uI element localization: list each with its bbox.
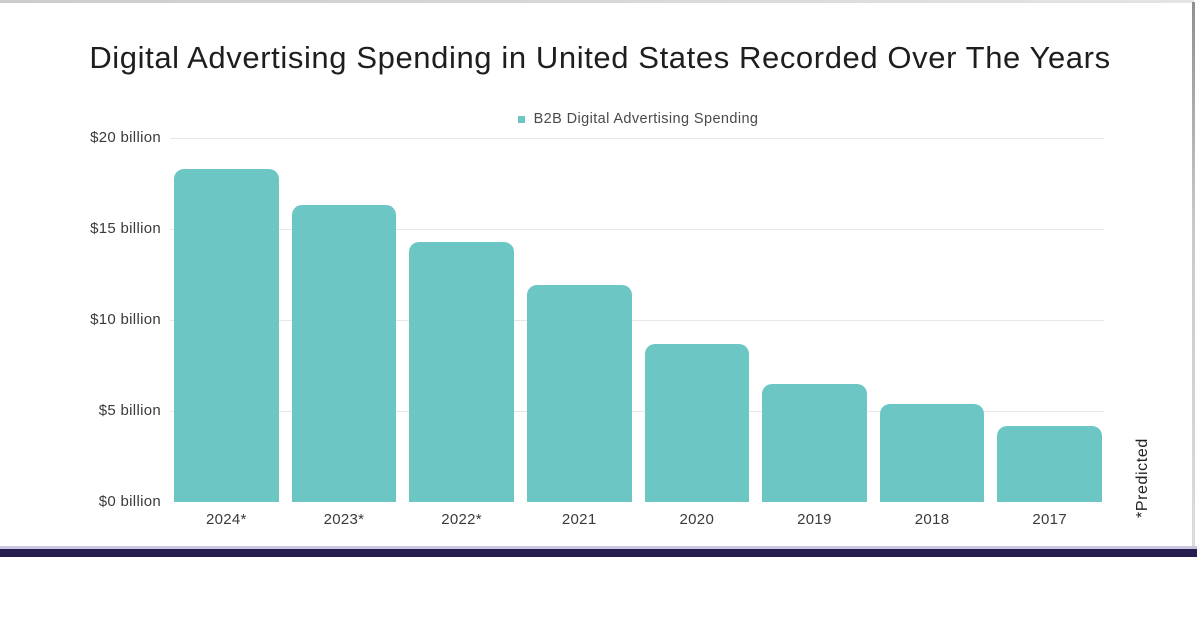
- x-tick-label: 2022*: [441, 511, 482, 528]
- y-axis: $20 billion $15 billion $10 billion $5 bill…: [0, 129, 161, 510]
- bar-column: 2018: [879, 138, 985, 528]
- bar-column: 2017: [997, 138, 1102, 528]
- bar: [762, 383, 867, 502]
- bar: [997, 425, 1102, 502]
- bar: [409, 241, 514, 502]
- bar: [526, 285, 632, 502]
- legend-label: B2B Digital Advertising Spending: [533, 111, 759, 127]
- bar: [174, 168, 279, 502]
- card-right-border: [1192, 2, 1195, 551]
- bar-column: 2020: [644, 138, 750, 528]
- y-tick-label: $20 billion: [90, 129, 161, 147]
- bar-column: 2019: [762, 138, 867, 528]
- bar-column: 2021: [526, 138, 632, 528]
- x-tick-label: 2023*: [323, 511, 365, 528]
- chart-title: Digital Advertising Spending in United S…: [89, 40, 1111, 75]
- y-tick-label: $10 billion: [90, 311, 161, 329]
- bars-container: 2024* 2023* 2022* 2021 2020 2019 2018 2017: [174, 138, 1102, 528]
- y-tick-label: $0 billion: [98, 493, 161, 511]
- bar-column: 2022*: [409, 138, 514, 528]
- gridline: [170, 229, 1104, 230]
- card-top-border: [0, 0, 1194, 3]
- bar: [291, 205, 397, 502]
- chart-legend: B2B Digital Advertising Spending: [172, 111, 1104, 127]
- gridline: [170, 320, 1104, 321]
- x-tick-label: 2021: [561, 511, 597, 528]
- bottom-accent-bar: [0, 546, 1197, 557]
- legend-marker-square: [517, 115, 525, 123]
- plot-area: 2024* 2023* 2022* 2021 2020 2019 2018 2017: [170, 138, 1104, 528]
- bar-column: 2024*: [174, 138, 279, 528]
- x-tick-label: 2019: [797, 511, 832, 528]
- x-tick-label: 2020: [679, 511, 715, 528]
- bar-column: 2023*: [291, 138, 397, 528]
- x-tick-label: 2024*: [205, 511, 247, 528]
- gridline: [170, 411, 1104, 412]
- x-tick-label: 2017: [1032, 511, 1067, 528]
- bar: [879, 403, 985, 502]
- y-tick-label: $5 billion: [98, 402, 161, 420]
- x-tick-label: 2018: [914, 511, 950, 528]
- predicted-footnote: *Predicted: [1134, 438, 1151, 518]
- bar: [644, 343, 750, 502]
- gridline: [170, 138, 1104, 139]
- y-tick-label: $15 billion: [90, 220, 161, 238]
